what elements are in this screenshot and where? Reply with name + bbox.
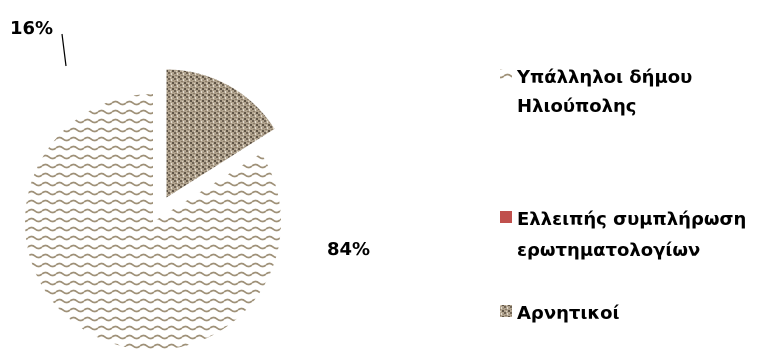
legend-item-incomplete: Ελλειπής συμπλήρωση ερωτηματολογίων [500,209,753,261]
legend-item-negative: Αρνητικοί [500,303,620,324]
legend-swatch-negative [500,305,512,317]
legend-item-employees: Υπάλληλοι δήμου Ηλιούπολης [500,67,699,117]
svg-text:Αρνητικοί: Αρνητικοί [517,303,620,324]
svg-text:Ελλειπής συμπλήρωση ερ: Ελλειπής συμπλήρωση ερωτηματολογίων [517,209,753,261]
leader-line [61,33,67,67]
data-label-employees: 84% [327,239,370,260]
legend-label-employees-line2: Ηλιούπολης [517,96,636,117]
legend-label-employees-line1: Υπάλληλοι δήμου [516,67,692,88]
legend-swatch-incomplete [500,211,512,223]
legend: Υπάλληλοι δήμου Ηλιούπολης Ελλειπής συμπ… [500,67,753,324]
pie-slice-employees [25,94,281,349]
svg-text:Υπάλληλοι δήμου Ηλιούπ: Υπάλληλοι δήμου Ηλιούπολης [516,67,699,117]
legend-label-incomplete-line1: Ελλειπής συμπλήρωση [517,209,746,230]
legend-swatch-employees [500,69,512,81]
pie-slice-negative [166,69,275,198]
legend-label-incomplete-line2: ερωτηματολογίων [517,240,700,261]
pie-slices [25,69,281,349]
data-label-negative: 16% [10,18,53,39]
legend-label-negative: Αρνητικοί [517,303,620,324]
